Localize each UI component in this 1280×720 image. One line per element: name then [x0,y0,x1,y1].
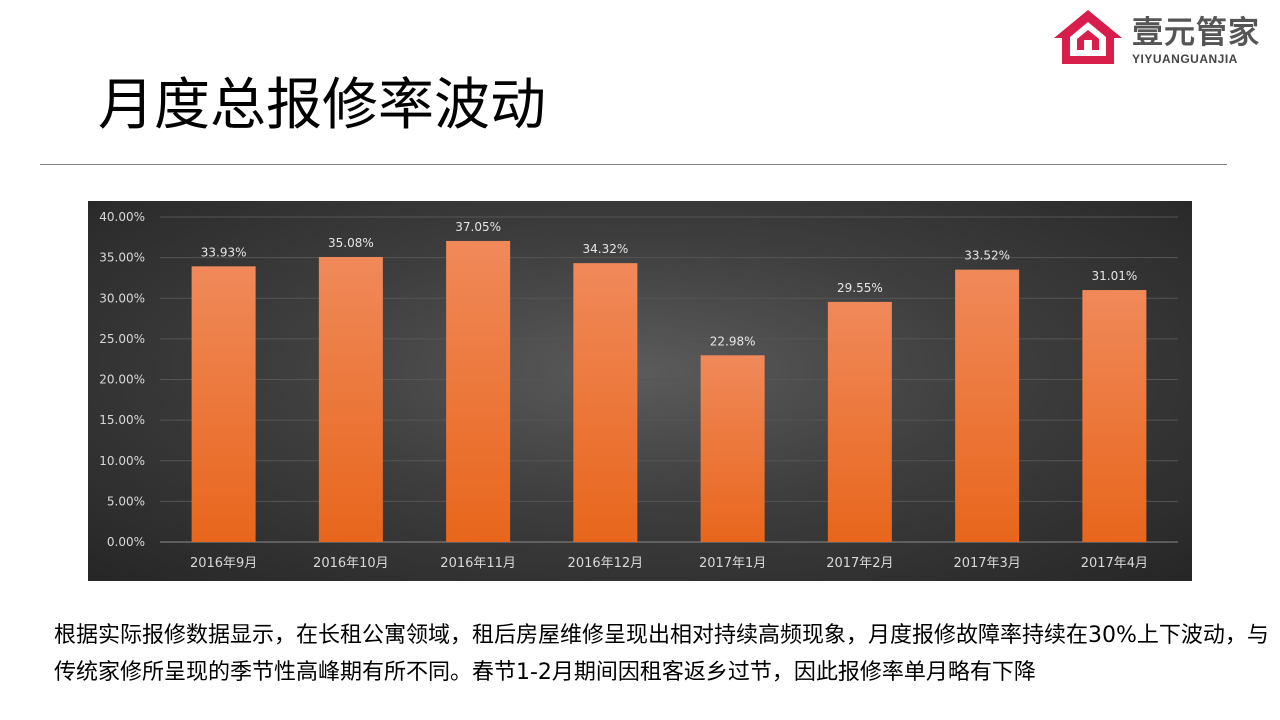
y-tick-label: 10.00% [99,454,145,468]
chart-panel: 0.00% 5.00% 10.00% 15.00% 20.00% 25.00% 30.00%… [88,201,1192,581]
data-label: 29.55% [837,281,883,295]
bar [318,256,383,542]
brand-subtitle: YIYUANGUANJIA [1132,52,1238,66]
data-label: 35.08% [328,236,374,250]
data-label: 22.98% [710,334,756,348]
y-tick-label: 15.00% [99,413,145,427]
data-label: 34.32% [582,242,628,256]
x-tick-label: 2016年12月 [568,556,644,571]
bar [827,301,892,542]
y-tick-label: 30.00% [99,291,145,305]
bar [1082,290,1147,542]
data-label: 37.05% [455,220,501,234]
x-tick-label: 2017年2月 [826,556,893,571]
x-tick-label: 2016年10月 [313,556,389,571]
y-tick-label: 25.00% [99,332,145,346]
y-tick-label: 5.00% [107,494,145,508]
house-logo-icon [1054,10,1122,64]
x-tick-label: 2016年11月 [440,556,516,571]
x-tick-label: 2017年3月 [953,556,1020,571]
bar [573,263,638,542]
brand-logo: 壹元管家 YIYUANGUANJIA [1052,8,1272,70]
data-label: 33.52% [964,249,1010,263]
description-text: 根据实际报修数据显示，在长租公寓领域，租后房屋维修呈现出相对持续高频现象，月度报… [54,623,1269,685]
x-tick-label: 2016年9月 [190,556,257,571]
bar [191,266,256,542]
y-tick-label: 0.00% [107,535,145,549]
page-title: 月度总报修率波动 [98,73,546,138]
data-label: 31.01% [1091,269,1137,283]
x-tick-label: 2017年4月 [1081,556,1148,571]
y-tick-label: 35.00% [99,251,145,265]
y-tick-label: 20.00% [99,373,145,387]
brand-name: 壹元管家 [1132,15,1260,51]
y-tick-label: 40.00% [99,210,145,224]
title-divider [40,164,1227,165]
x-tick-label: 2017年1月 [699,556,766,571]
bar-chart: 0.00% 5.00% 10.00% 15.00% 20.00% 25.00% 30.00%… [99,210,1178,571]
bar [955,269,1020,542]
bar [700,355,765,542]
data-label: 33.93% [201,245,247,259]
bar [446,240,511,542]
